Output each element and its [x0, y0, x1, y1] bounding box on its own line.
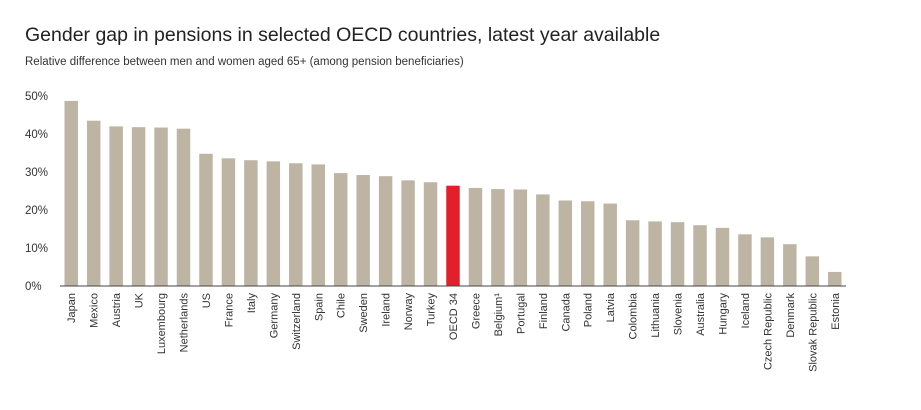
x-tick-label: UK [134, 292, 146, 308]
bar [199, 153, 213, 286]
x-tick-label: Colombia [628, 292, 640, 339]
bar [760, 237, 775, 286]
x-tick-label: Hungary [717, 293, 729, 335]
x-tick-label: Czech Republic [762, 293, 774, 371]
x-tick-label: Slovenia [673, 292, 685, 335]
x-tick-label: Turkey [426, 293, 438, 327]
bar [266, 161, 281, 286]
y-tick-label: 40% [25, 129, 48, 141]
bar [423, 182, 438, 286]
y-tick-label: 20% [25, 205, 48, 217]
x-tick-label: Finland [538, 293, 550, 329]
x-tick-label: Norway [403, 293, 415, 331]
x-tick-label: Greece [470, 293, 482, 329]
bar [64, 100, 78, 286]
x-tick-label: Poland [583, 293, 595, 327]
bar [670, 222, 685, 286]
bar [693, 225, 707, 286]
x-tick-label: Netherlands [179, 293, 191, 353]
x-tick-label: Luxembourg [156, 293, 168, 354]
x-tick-label: Latvia [605, 292, 617, 322]
x-tick-label: Ireland [381, 293, 393, 327]
bar [468, 187, 483, 286]
bar [581, 201, 595, 286]
bar [131, 127, 146, 286]
x-tick-label: US [201, 293, 213, 308]
bar [311, 164, 325, 286]
chart-title: Gender gap in pensions in selected OECD … [25, 24, 661, 46]
bar [715, 227, 730, 286]
y-tick-label: 0% [25, 281, 42, 293]
x-tick-label: Canada [560, 292, 572, 331]
x-tick-label: Portugal [515, 293, 527, 334]
x-tick-label: Mexico [89, 293, 101, 328]
x-tick-label: France [223, 293, 235, 327]
bar [648, 221, 662, 286]
bar [603, 203, 617, 286]
bar [378, 176, 393, 286]
bar [244, 160, 258, 286]
y-tick-label: 10% [25, 243, 48, 255]
bar [625, 220, 640, 286]
x-tick-label: Belgium¹ [493, 293, 505, 337]
bars [64, 100, 842, 287]
x-tick-label: Japan [66, 293, 78, 323]
bar [401, 180, 415, 286]
x-tick-label: Estonia [830, 292, 842, 330]
bar [176, 128, 191, 286]
bar [356, 175, 370, 286]
bar [289, 163, 303, 286]
x-tick-label: Slovak Republic [807, 293, 819, 372]
x-tick-label: Denmark [785, 293, 797, 338]
bar [513, 189, 528, 286]
y-tick-label: 30% [25, 167, 48, 179]
x-tick-label: Germany [268, 293, 280, 339]
x-tick-label: Chile [336, 293, 348, 318]
bar [154, 127, 168, 286]
bar [333, 173, 348, 286]
bar [221, 158, 236, 286]
bar [558, 200, 573, 286]
y-axis: 0% 10% 20% 30% 40% 50% [25, 91, 48, 293]
bar [805, 256, 820, 286]
x-tick-label: Sweden [358, 293, 370, 333]
y-tick-label: 50% [25, 91, 48, 103]
x-tick-label: OECD 34 [448, 293, 460, 340]
bar [738, 234, 752, 286]
x-tick-label: Italy [246, 293, 258, 314]
bar [828, 271, 842, 286]
chart-subtitle: Relative difference between men and wome… [25, 56, 464, 68]
x-tick-label: Switzerland [291, 293, 303, 350]
x-tick-label: Austria [111, 292, 123, 327]
bar [783, 244, 797, 286]
x-tick-label: Australia [695, 292, 707, 336]
x-tick-label: Spain [313, 293, 325, 321]
bar [536, 194, 550, 286]
x-tick-label: Lithuania [650, 292, 662, 338]
x-tick-label: Iceland [740, 293, 752, 328]
x-axis: Japan Mexico Austria UK Luxembourg Netherland… [66, 292, 842, 372]
bar [86, 120, 101, 286]
bar [491, 189, 505, 286]
bar-highlight [446, 185, 460, 286]
bar [109, 126, 123, 287]
